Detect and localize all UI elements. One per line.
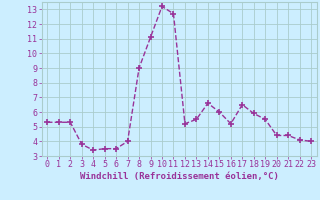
X-axis label: Windchill (Refroidissement éolien,°C): Windchill (Refroidissement éolien,°C) bbox=[80, 172, 279, 181]
